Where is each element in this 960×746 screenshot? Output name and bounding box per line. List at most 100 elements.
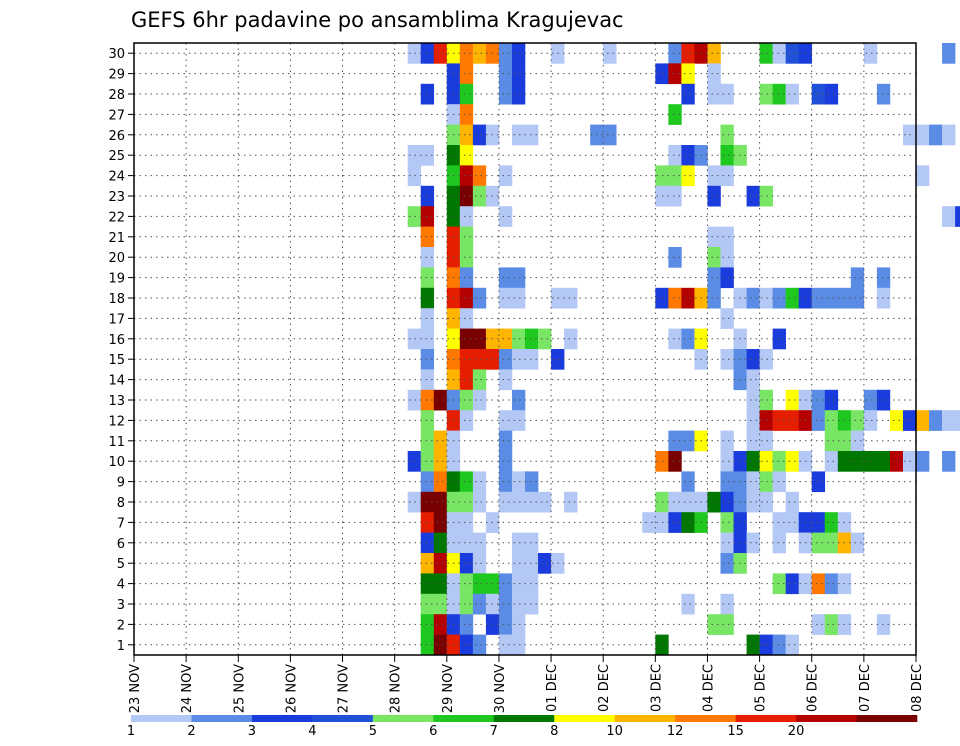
heatmap-cell [746, 185, 760, 207]
legend-color-box [614, 715, 676, 722]
heatmap-cell [498, 634, 513, 656]
legend-label: 7 [490, 724, 498, 739]
heatmap-cell [511, 614, 526, 635]
heatmap-cell [824, 532, 839, 554]
heatmap-cell [850, 430, 865, 452]
heatmap-cell [459, 593, 474, 615]
heatmap-cell [746, 410, 760, 431]
heatmap-cell [525, 328, 539, 350]
heatmap-cell [863, 451, 878, 472]
heatmap-cell [433, 389, 448, 411]
heatmap-cell [811, 471, 826, 493]
heatmap-cell [668, 287, 682, 309]
heatmap-cell [772, 410, 786, 431]
y-tick-label: 4 [117, 578, 125, 593]
heatmap-cell [511, 410, 526, 431]
heatmap-cell [720, 430, 734, 452]
heatmap-cell [772, 573, 786, 595]
heatmap-cell [472, 593, 487, 615]
grid-lines [134, 43, 916, 655]
legend-color-box [554, 715, 615, 722]
heatmap-cell [720, 451, 734, 472]
heatmap-cell [681, 593, 695, 615]
y-tick-label: 11 [108, 435, 125, 450]
heatmap-cell [681, 145, 695, 166]
heatmap-cell [876, 614, 891, 635]
heatmap-cell [824, 287, 839, 309]
heatmap-cell [511, 328, 526, 350]
heatmap-cell [746, 389, 760, 411]
heatmap-cell [681, 43, 695, 64]
heatmap-cell [811, 532, 826, 554]
y-tick-label: 19 [108, 272, 125, 287]
legend-color-box [796, 715, 857, 722]
x-tick-label: 27 NOV [337, 664, 352, 713]
heatmap-cell [420, 573, 435, 595]
heatmap-cell [511, 267, 526, 289]
x-tick-label: 02 DEC [597, 664, 612, 712]
heatmap-cell [472, 634, 487, 656]
heatmap-cell [498, 349, 513, 370]
heatmap-cell [407, 389, 422, 411]
heatmap-cell [420, 43, 435, 64]
heatmap-cell [459, 165, 474, 187]
heatmap-cell [498, 491, 513, 513]
heatmap-cell [707, 614, 721, 635]
heatmap-cell [720, 532, 734, 554]
legend-label: 1 [127, 724, 135, 739]
heatmap-cell [850, 267, 865, 289]
heatmap-cell [407, 145, 422, 166]
legend-label: 2 [187, 724, 195, 739]
y-tick-label: 9 [117, 476, 125, 491]
legend-color-box [433, 715, 495, 722]
heatmap-cell [433, 573, 448, 595]
heatmap-cell [472, 185, 487, 207]
heatmap-cell [498, 451, 513, 472]
heatmap-cell [720, 471, 734, 493]
heatmap-cell [720, 165, 734, 187]
heatmap-cell [511, 43, 526, 64]
heatmap-cell [472, 287, 487, 309]
heatmap-cell [407, 451, 422, 472]
heatmap-cell [863, 389, 878, 411]
y-tick-label: 18 [108, 292, 125, 307]
heatmap-cell [459, 185, 474, 207]
heatmap-cell [720, 124, 734, 146]
heatmap-cell [420, 185, 435, 207]
legend-color-box [372, 715, 434, 722]
heatmap-cell [772, 43, 786, 64]
heatmap-cell [785, 287, 799, 309]
x-tick-label: 23 NOV [128, 664, 143, 713]
heatmap-cell [668, 328, 682, 350]
y-tick-label: 15 [108, 353, 125, 368]
heatmap-cell [720, 247, 734, 268]
heatmap-cell [511, 63, 526, 85]
heatmap-cell [811, 410, 826, 431]
heatmap-cell [420, 410, 435, 431]
heatmap-cell [420, 349, 435, 370]
heatmap-cell [668, 63, 682, 85]
heatmap-cell [942, 124, 956, 146]
heatmap-cell [746, 451, 760, 472]
heatmap-cell [407, 491, 422, 513]
heatmap-cell [459, 145, 474, 166]
heatmap-cell [459, 553, 474, 574]
heatmap-cell [472, 573, 487, 595]
heatmap-cell [824, 389, 839, 411]
heatmap-cell [420, 287, 435, 309]
heatmap-cell [407, 328, 422, 350]
heatmap-cell [642, 512, 656, 533]
legend-color-box [493, 715, 555, 722]
heatmap-cell [603, 124, 617, 146]
heatmap-cell [407, 165, 422, 187]
heatmap-cell [420, 247, 435, 268]
heatmap-cell [498, 267, 513, 289]
heatmap-cell [433, 532, 448, 554]
heatmap-cell [759, 43, 773, 64]
heatmap-cell [876, 389, 891, 411]
heatmap-cell [459, 226, 474, 248]
heatmap-cell [459, 471, 474, 493]
heatmap-cell [720, 145, 734, 166]
heatmap-cell [525, 349, 539, 370]
heatmap-cell [511, 532, 526, 554]
